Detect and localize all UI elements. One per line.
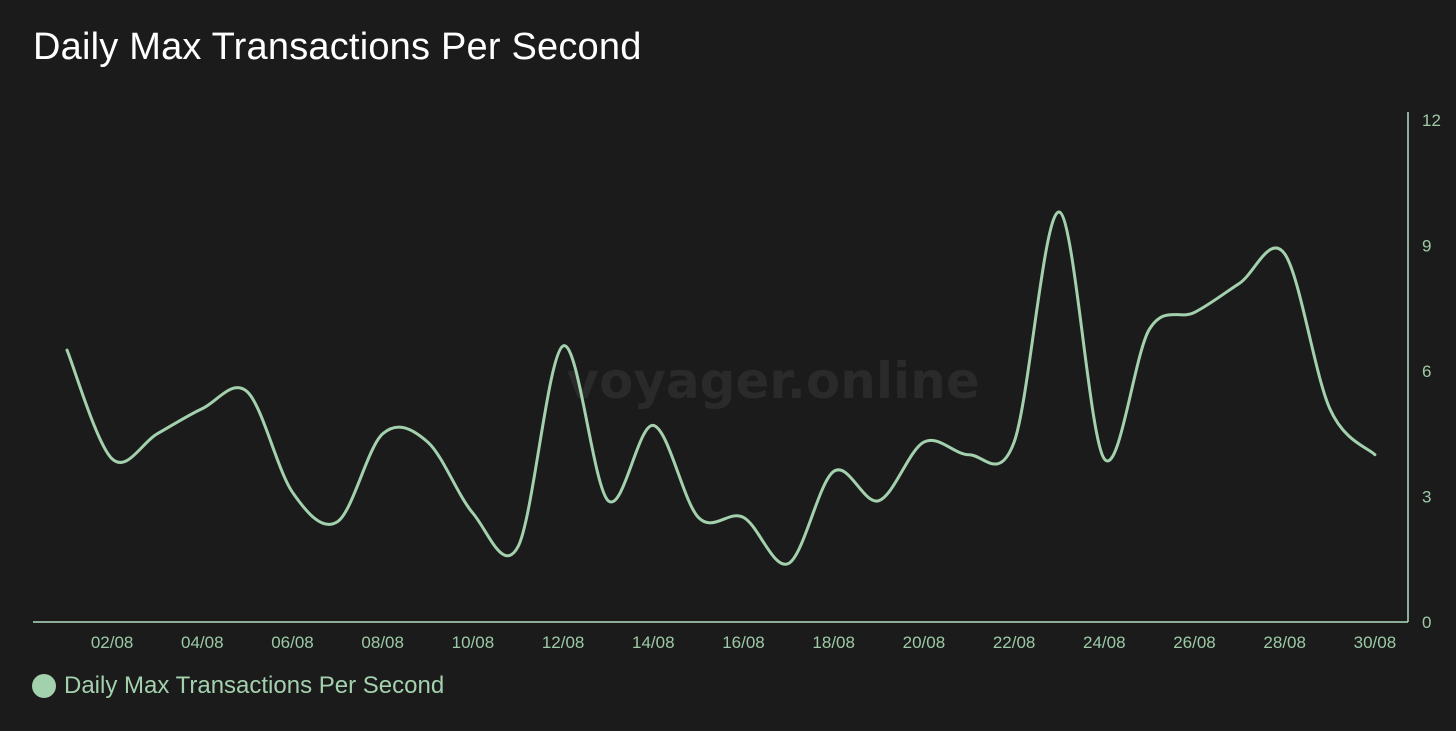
watermark: voyager.online [566,352,979,410]
x-tick-label: 06/08 [271,633,314,652]
x-tick-label: 30/08 [1354,633,1397,652]
x-tick-label: 20/08 [903,633,946,652]
y-tick-label: 12 [1422,111,1441,130]
x-tick-label: 26/08 [1173,633,1216,652]
series-line [65,210,1377,566]
x-tick-label: 18/08 [812,633,855,652]
y-axis-ticks: 0 3 6 9 12 [1422,111,1441,632]
x-tick-label: 14/08 [632,633,675,652]
x-tick-label: 24/08 [1083,633,1126,652]
x-tick-label: 28/08 [1263,633,1306,652]
x-tick-label: 08/08 [361,633,404,652]
y-tick-label: 3 [1422,488,1431,507]
y-tick-label: 6 [1422,362,1431,381]
legend: Daily Max Transactions Per Second [32,672,444,700]
x-tick-label: 02/08 [91,633,134,652]
y-tick-label: 9 [1422,237,1431,256]
legend-swatch [32,674,56,698]
x-axis-ticks: 02/08 04/08 06/08 08/08 10/08 12/08 14/08 16/08… [91,633,1396,652]
x-tick-label: 16/08 [722,633,765,652]
x-tick-label: 04/08 [181,633,224,652]
chart-title: Daily Max Transactions Per Second [33,26,642,68]
x-tick-label: 10/08 [452,633,495,652]
x-tick-label: 22/08 [993,633,1036,652]
y-tick-label: 0 [1422,613,1431,632]
x-tick-label: 12/08 [542,633,585,652]
legend-label: Daily Max Transactions Per Second [64,672,445,699]
